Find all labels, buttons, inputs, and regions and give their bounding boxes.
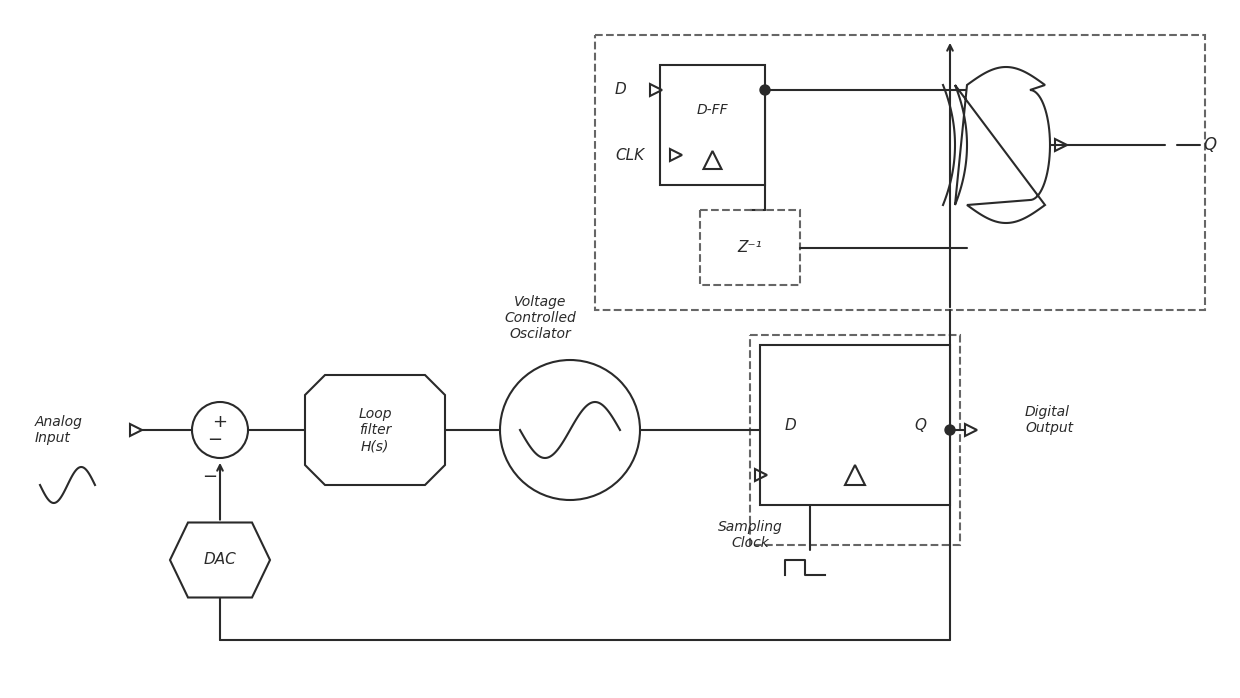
Text: Q: Q — [914, 417, 926, 433]
Polygon shape — [170, 523, 270, 597]
Text: Sampling
Clock: Sampling Clock — [718, 520, 782, 550]
Polygon shape — [955, 67, 1050, 223]
Text: Voltage
Controlled
Oscilator: Voltage Controlled Oscilator — [505, 295, 575, 341]
Text: −: − — [207, 431, 222, 449]
Text: CLK: CLK — [615, 147, 644, 163]
Text: Digital
Output: Digital Output — [1025, 405, 1073, 435]
Bar — [701, 210, 800, 285]
Text: DAC: DAC — [203, 553, 237, 567]
Text: Q: Q — [1203, 136, 1216, 154]
Bar — [595, 35, 1205, 310]
Bar — [660, 65, 765, 185]
Circle shape — [945, 425, 955, 435]
Bar — [750, 335, 960, 545]
Circle shape — [760, 85, 770, 95]
Text: Z⁻¹: Z⁻¹ — [738, 240, 763, 255]
Text: Analog
Input: Analog Input — [35, 415, 83, 445]
Bar — [760, 345, 950, 505]
Text: D: D — [615, 82, 626, 98]
Text: Loop
filter
H(s): Loop filter H(s) — [358, 407, 392, 453]
Circle shape — [500, 360, 640, 500]
Text: +: + — [212, 413, 227, 431]
Circle shape — [192, 402, 248, 458]
Text: D-FF: D-FF — [697, 103, 728, 117]
Text: −: − — [202, 468, 217, 486]
Polygon shape — [305, 375, 445, 485]
Text: D: D — [784, 417, 796, 433]
